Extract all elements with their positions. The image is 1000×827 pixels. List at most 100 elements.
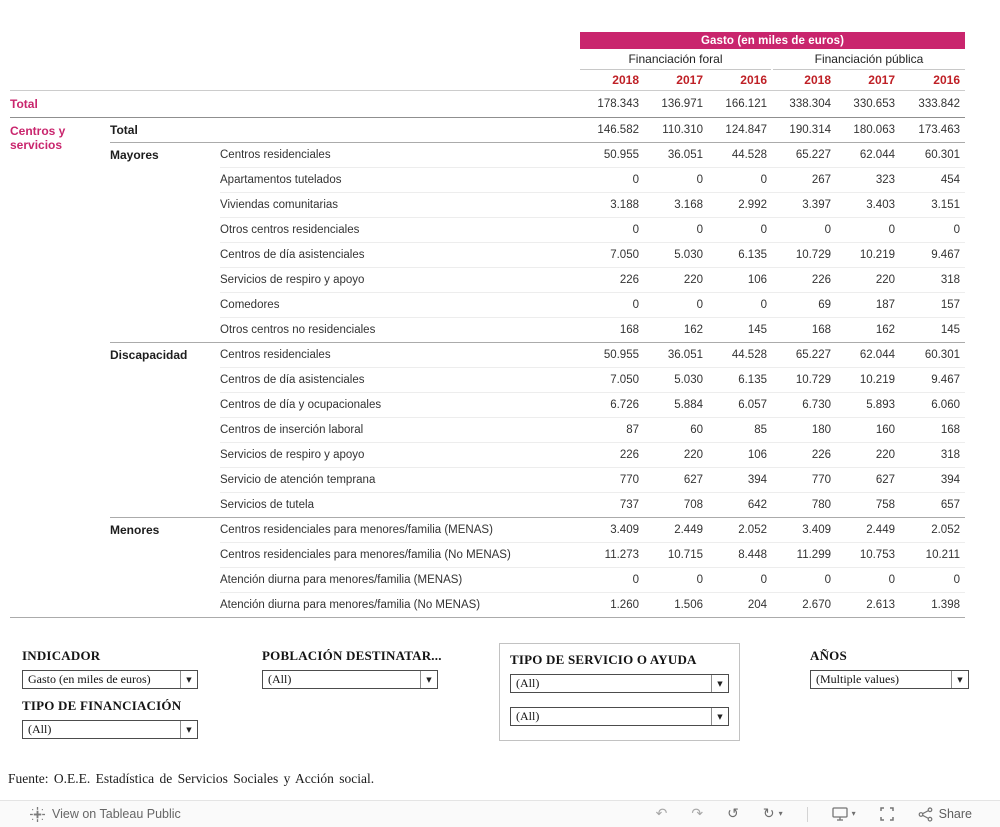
cell-value: 220: [683, 274, 703, 286]
view-on-tableau-link[interactable]: View on Tableau Public: [30, 806, 181, 822]
fullscreen-button[interactable]: [879, 807, 894, 821]
category-label: Total: [110, 123, 138, 137]
cell-value: 10.219: [859, 374, 895, 386]
cell-value: 0: [696, 574, 703, 586]
cell-value: 780: [811, 499, 831, 511]
row-label: Centros de día asistenciales: [220, 374, 365, 386]
year-header: 2016: [933, 73, 960, 87]
cell-value: 5.884: [674, 399, 703, 411]
cell-value: 190.314: [789, 124, 831, 136]
row-label: Servicios de tutela: [220, 499, 314, 511]
cell-value: 10.715: [667, 549, 703, 561]
cell-value: 65.227: [795, 349, 831, 361]
table-row: Servicio de atención temprana 770 627 394 77…: [220, 468, 965, 493]
cell-value: 50.955: [603, 349, 639, 361]
cell-value: 1.398: [931, 599, 960, 611]
tableau-toolbar: View on Tableau Public ↶ ↷ ↺ ↻ ▾ ▾: [0, 800, 1000, 827]
tipo-servicio-dropdown-2[interactable]: (All) ▼: [510, 707, 729, 726]
toolbar-separator: [806, 806, 808, 822]
tipo-servicio-dropdown-1[interactable]: (All) ▼: [510, 674, 729, 693]
financiacion-dropdown[interactable]: (All) ▼: [22, 720, 198, 739]
cell-value: 0: [953, 574, 960, 586]
cell-value: 642: [747, 499, 767, 511]
cell-value: 3.397: [802, 199, 831, 211]
year-header: 2016: [740, 73, 767, 87]
table-row: Comedores 0 0 0 69 187 157: [220, 293, 965, 318]
row-label: Centros de día asistenciales: [220, 249, 365, 261]
cell-value: 394: [940, 474, 960, 486]
dropdown-value: (All): [516, 709, 540, 723]
cell-value: 69: [818, 299, 831, 311]
cell-value: 166.121: [725, 98, 767, 110]
device-preview-button[interactable]: ▾: [831, 807, 856, 821]
cell-value: 60.301: [924, 349, 960, 361]
category-label: Menores: [110, 523, 160, 537]
row-label: Otros centros residenciales: [220, 224, 360, 236]
poblacion-dropdown[interactable]: (All) ▼: [262, 670, 438, 689]
cell-value: 0: [696, 299, 703, 311]
row-label: Servicios de respiro y apoyo: [220, 449, 365, 461]
cell-value: 110.310: [662, 124, 703, 136]
cell-value: 0: [632, 574, 639, 586]
cell-value: 2.992: [738, 199, 767, 211]
cell-value: 145: [940, 324, 960, 336]
caret-down-icon: ▾: [851, 809, 856, 818]
row-label: Apartamentos tutelados: [220, 174, 342, 186]
caret-down-icon: ▼: [711, 675, 728, 692]
cell-value: 3.151: [931, 199, 960, 211]
table-section: Total 146.582 110.310 124.847 190.314 180.063…: [110, 118, 965, 142]
cell-value: 146.582: [597, 124, 639, 136]
cell-value: 226: [811, 274, 831, 286]
cell-value: 87: [626, 424, 639, 436]
anos-dropdown[interactable]: (Multiple values) ▼: [810, 670, 969, 689]
indicador-dropdown[interactable]: Gasto (en miles de euros) ▼: [22, 670, 198, 689]
filter-label-poblacion: POBLACIÓN DESTINATAR...: [262, 648, 442, 663]
spend-table: Gasto (en miles de euros) Financiación f…: [10, 32, 965, 618]
redo-icon[interactable]: ↷: [691, 806, 704, 822]
filter-anos: AÑOS (Multiple values) ▼: [810, 648, 969, 689]
cell-value: 627: [683, 474, 703, 486]
monitor-icon: [831, 807, 848, 821]
cell-value: 5.030: [674, 374, 703, 386]
share-button[interactable]: Share: [918, 806, 972, 822]
row-label: Centros residenciales para menores/famil…: [220, 524, 493, 536]
tableau-logo-icon: [30, 806, 45, 822]
cell-value: 267: [811, 174, 831, 186]
table-row: Centros de día asistenciales 7.050 5.030 6.…: [220, 368, 965, 393]
table-row: Centros residenciales 50.955 36.051 44.528 6…: [220, 143, 965, 168]
dropdown-value: (All): [268, 672, 292, 686]
cell-value: 36.051: [667, 149, 703, 161]
cell-value: 85: [754, 424, 767, 436]
refresh-button[interactable]: ↻ ▾: [763, 807, 783, 821]
cell-value: 0: [696, 174, 703, 186]
cell-value: 44.528: [731, 349, 767, 361]
row-label: Otros centros no residenciales: [220, 324, 376, 336]
cell-value: 6.730: [802, 399, 831, 411]
undo-icon[interactable]: ↶: [655, 806, 668, 822]
cell-value: 627: [875, 474, 895, 486]
reset-icon[interactable]: ↺: [727, 806, 739, 822]
table-body: Centros y servicios Total 146.582 110.310 1…: [10, 118, 965, 618]
table-row: Centros residenciales 50.955 36.051 44.528 6…: [220, 343, 965, 368]
cell-value: 6.135: [738, 249, 767, 261]
table-row: Servicios de respiro y apoyo 226 220 106 226…: [220, 443, 965, 468]
year-header: 2018: [612, 73, 639, 87]
cell-value: 3.403: [866, 199, 895, 211]
cell-value: 318: [940, 274, 960, 286]
cell-value: 220: [683, 449, 703, 461]
table-row: Centros residenciales para menores/famil…: [220, 543, 965, 568]
cell-value: 0: [888, 574, 895, 586]
table-section: Menores Centros residenciales para menore…: [110, 517, 965, 617]
cell-value: 2.670: [802, 599, 831, 611]
table-row: Centros residenciales para menores/famil…: [220, 518, 965, 543]
cell-value: 0: [888, 224, 895, 236]
filter-indicador: INDICADOR Gasto (en miles de euros) ▼: [22, 648, 198, 689]
table-row: Servicios de respiro y apoyo 226 220 106 226…: [220, 268, 965, 293]
cell-value: 60.301: [924, 149, 960, 161]
table-row: Viviendas comunitarias 3.188 3.168 2.992 3.3…: [220, 193, 965, 218]
table-section: Mayores Centros residenciales 50.955 36.051…: [110, 142, 965, 342]
cell-value: 6.057: [738, 399, 767, 411]
cell-value: 187: [875, 299, 895, 311]
cell-value: 180: [811, 424, 831, 436]
dropdown-value: (Multiple values): [816, 672, 899, 686]
